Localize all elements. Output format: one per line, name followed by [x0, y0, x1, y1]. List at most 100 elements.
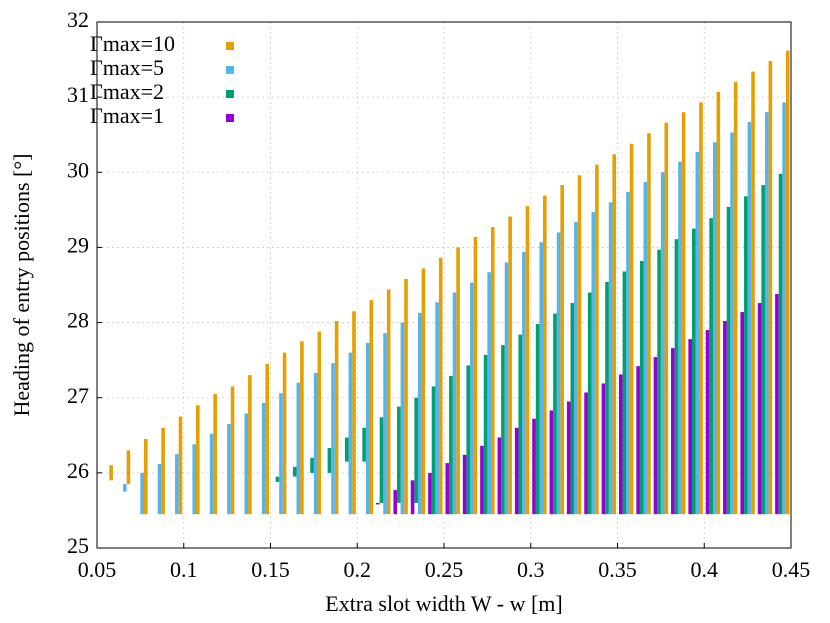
range-bar — [483, 354, 488, 515]
range-bar — [574, 221, 578, 515]
range-bar — [705, 330, 710, 515]
range-bar — [525, 206, 530, 515]
range-bar — [757, 303, 762, 515]
range-bar — [639, 260, 644, 515]
range-bar — [192, 444, 197, 515]
range-bar — [410, 480, 415, 515]
range-bar — [497, 437, 502, 515]
range-bar — [744, 196, 748, 515]
range-bar — [775, 294, 779, 515]
range-bar — [331, 363, 335, 515]
range-bar — [362, 427, 366, 462]
range-bar — [376, 502, 380, 505]
legend-swatch — [226, 66, 234, 74]
range-bar — [275, 476, 280, 482]
range-bar — [244, 413, 249, 515]
range-bar — [535, 324, 540, 515]
range-bar — [699, 102, 703, 515]
range-bar — [591, 212, 596, 515]
range-bar — [716, 91, 721, 515]
range-bar — [556, 232, 561, 515]
x-tick-label: 0.1 — [170, 557, 198, 582]
range-bar — [143, 439, 148, 515]
range-bar — [712, 142, 717, 515]
range-bar — [782, 102, 786, 515]
x-tick-label: 0.25 — [425, 557, 464, 582]
bars — [109, 50, 790, 515]
range-bar — [414, 397, 418, 503]
range-bar — [560, 185, 564, 515]
range-bar — [126, 450, 131, 485]
range-bar — [539, 242, 544, 515]
range-bar — [584, 392, 588, 515]
range-bar — [622, 271, 627, 515]
range-bar — [664, 122, 669, 515]
plot-frame — [96, 21, 792, 549]
y-tick-label: 27 — [67, 383, 89, 408]
y-tick-label: 29 — [67, 232, 89, 257]
range-bar — [473, 236, 478, 515]
range-bar — [334, 321, 339, 515]
range-bar — [178, 416, 183, 515]
range-bar — [709, 218, 713, 515]
range-bar — [344, 437, 349, 462]
y-tick-label: 26 — [67, 458, 89, 483]
x-tick-label: 0.4 — [691, 557, 719, 582]
range-bar — [123, 484, 127, 492]
y-tick-label: 31 — [67, 82, 89, 107]
range-bar — [383, 333, 387, 515]
range-bar — [365, 342, 370, 515]
range-bar — [587, 292, 592, 515]
range-bar — [522, 251, 526, 515]
range-bar — [313, 372, 318, 515]
x-tick-label: 0.15 — [251, 557, 290, 582]
x-tick-label: 0.35 — [598, 557, 637, 582]
range-bar — [514, 427, 519, 515]
range-bar — [778, 173, 783, 515]
range-bar — [608, 202, 613, 515]
range-bar — [691, 228, 696, 515]
legend-label: Γmax=10 — [90, 31, 175, 56]
range-bar — [109, 465, 113, 481]
range-bar — [681, 112, 686, 515]
range-bar — [490, 227, 495, 515]
range-bar — [466, 365, 471, 515]
range-bar — [674, 239, 679, 515]
range-bar — [400, 322, 405, 515]
range-bar — [629, 143, 634, 515]
y-tick-label: 30 — [67, 157, 89, 182]
range-bar — [764, 112, 769, 515]
range-bar — [393, 490, 398, 515]
range-bar — [570, 303, 575, 515]
range-bar — [595, 164, 599, 515]
range-bar — [747, 121, 752, 515]
y-tick-label: 25 — [67, 533, 89, 558]
range-bar — [740, 312, 745, 515]
legend-swatch — [226, 42, 234, 50]
range-bar — [553, 313, 557, 515]
range-bar — [601, 383, 606, 515]
range-bar — [300, 341, 304, 515]
range-bar — [327, 448, 332, 473]
range-bar — [431, 386, 436, 515]
range-bar — [768, 61, 773, 515]
range-bar — [605, 281, 609, 515]
range-bar — [504, 262, 509, 515]
range-bar — [404, 278, 408, 515]
range-bar — [695, 151, 700, 515]
legend-label: Γmax=2 — [90, 79, 164, 104]
range-bar — [456, 247, 460, 515]
range-bar — [653, 357, 658, 515]
range-bar — [421, 268, 426, 515]
range-bar — [213, 393, 217, 515]
range-bar — [209, 433, 214, 515]
range-bar — [657, 249, 661, 515]
range-bar — [678, 161, 682, 515]
range-bar — [196, 405, 200, 515]
range-bar — [626, 191, 630, 515]
legend-swatch — [226, 90, 234, 98]
range-bar — [518, 334, 523, 515]
y-tick-label: 32 — [67, 7, 89, 32]
